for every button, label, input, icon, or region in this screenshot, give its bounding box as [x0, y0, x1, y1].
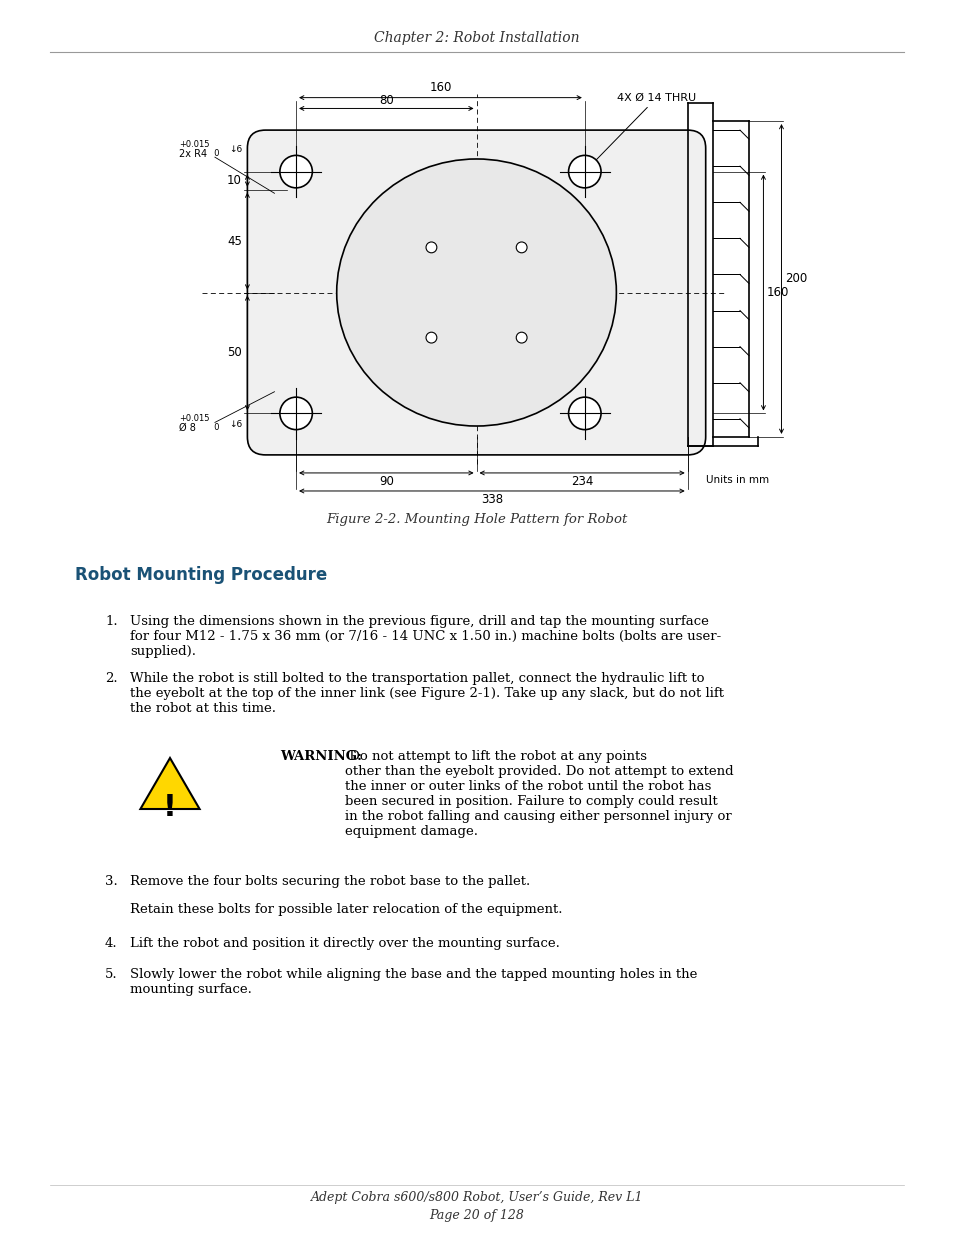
Text: ↓6: ↓6	[229, 420, 242, 429]
Text: Lift the robot and position it directly over the mounting surface.: Lift the robot and position it directly …	[130, 937, 559, 950]
Text: 45: 45	[227, 235, 242, 247]
Text: While the robot is still bolted to the transportation pallet, connect the hydrau: While the robot is still bolted to the t…	[130, 672, 723, 715]
Text: Chapter 2: Robot Installation: Chapter 2: Robot Installation	[374, 31, 579, 44]
Text: ↓6: ↓6	[229, 146, 242, 154]
Text: 3.: 3.	[105, 876, 117, 888]
Text: !: !	[163, 794, 176, 823]
Text: 4.: 4.	[105, 937, 117, 950]
Text: +0.015: +0.015	[178, 414, 209, 424]
Text: Adept Cobra s600/s800 Robot, User’s Guide, Rev L1: Adept Cobra s600/s800 Robot, User’s Guid…	[311, 1192, 642, 1204]
Text: 2.: 2.	[105, 672, 117, 685]
Text: Units in mm: Units in mm	[705, 474, 768, 485]
Text: Robot Mounting Procedure: Robot Mounting Procedure	[75, 566, 327, 584]
Text: 4X Ø 14 THRU: 4X Ø 14 THRU	[586, 93, 696, 169]
Text: 0: 0	[210, 149, 220, 158]
Text: 200: 200	[784, 273, 806, 285]
Text: Page 20 of 128: Page 20 of 128	[429, 1209, 524, 1221]
Text: 160: 160	[429, 82, 451, 94]
Text: WARNING:: WARNING:	[280, 750, 361, 763]
Text: Remove the four bolts securing the robot base to the pallet.: Remove the four bolts securing the robot…	[130, 876, 530, 888]
Circle shape	[279, 398, 312, 430]
Text: 234: 234	[570, 474, 593, 488]
Text: 90: 90	[378, 474, 394, 488]
Text: 1.: 1.	[105, 615, 117, 629]
Text: 10: 10	[227, 174, 242, 188]
Text: Figure 2-2. Mounting Hole Pattern for Robot: Figure 2-2. Mounting Hole Pattern for Ro…	[326, 514, 627, 526]
Text: +0.015: +0.015	[178, 140, 209, 149]
Ellipse shape	[336, 159, 616, 426]
Text: 50: 50	[227, 347, 242, 359]
Text: 0: 0	[210, 424, 220, 432]
Text: 5.: 5.	[105, 968, 117, 981]
Text: Slowly lower the robot while aligning the base and the tapped mounting holes in : Slowly lower the robot while aligning th…	[130, 968, 697, 995]
Circle shape	[516, 332, 526, 343]
Text: 80: 80	[378, 94, 394, 106]
Text: 338: 338	[480, 493, 502, 506]
Circle shape	[426, 332, 436, 343]
Text: 2x R4: 2x R4	[178, 148, 207, 158]
Text: Using the dimensions shown in the previous figure, drill and tap the mounting su: Using the dimensions shown in the previo…	[130, 615, 720, 658]
Polygon shape	[140, 758, 199, 809]
Text: Retain these bolts for possible later relocation of the equipment.: Retain these bolts for possible later re…	[130, 903, 562, 916]
Circle shape	[568, 156, 600, 188]
Text: 160: 160	[766, 287, 788, 299]
Circle shape	[516, 242, 526, 253]
Circle shape	[426, 242, 436, 253]
Text: Do not attempt to lift the robot at any points
other than the eyebolt provided. : Do not attempt to lift the robot at any …	[345, 750, 733, 839]
Circle shape	[568, 398, 600, 430]
FancyBboxPatch shape	[247, 130, 705, 454]
Circle shape	[279, 156, 312, 188]
Text: Ø 8: Ø 8	[178, 422, 195, 432]
